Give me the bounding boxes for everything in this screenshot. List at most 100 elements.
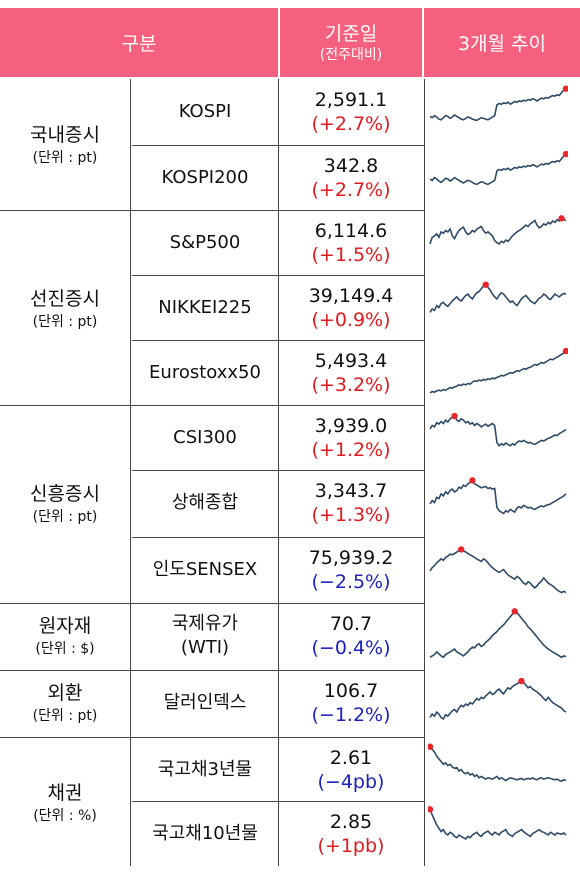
trend-line <box>429 479 567 515</box>
trend-line <box>429 809 567 841</box>
trend-sparkline <box>428 743 567 782</box>
trend-sparkline <box>429 347 568 394</box>
group-unit: (단위 : pt) <box>32 708 98 724</box>
group-label: 선진증시 (단위 : pt) <box>0 210 130 408</box>
value-cell: 5,493.4 (+3.2%) <box>280 340 422 406</box>
trend-sparkline <box>429 546 567 594</box>
weekly-change: (−1.2%) <box>311 704 391 726</box>
index-name: 상해종합 <box>171 492 239 513</box>
index-name: 국제유가 (WTI) <box>171 613 239 658</box>
group-divider <box>0 405 424 406</box>
index-value: 2,591.1 <box>314 89 388 111</box>
trend-line <box>429 746 567 782</box>
group-divider <box>0 670 424 671</box>
trend-line <box>429 88 567 122</box>
index-value: 75,939.2 <box>308 547 394 569</box>
value-cell: 39,149.4 (+0.9%) <box>280 275 422 341</box>
weekly-change: (+1.2%) <box>311 439 391 461</box>
value-cell: 75,939.2 (−2.5%) <box>280 537 422 603</box>
index-value: 3,939.0 <box>314 415 388 437</box>
weekly-change: (+2.7%) <box>311 179 391 201</box>
trend-sparkline <box>428 806 567 841</box>
trend-line <box>429 680 567 721</box>
index-name: 달러인덱스 <box>163 692 247 713</box>
header-base-date-label: 기준일 <box>324 22 378 45</box>
index-value: 2.61 <box>329 747 373 769</box>
index-name: KOSPI200 <box>161 167 249 188</box>
trend-peak-marker <box>428 743 434 750</box>
group-name: 외환 <box>47 682 83 704</box>
column-divider <box>130 79 131 866</box>
weekly-change: (−4pb) <box>317 771 385 793</box>
weekly-change: (+0.9%) <box>311 309 391 331</box>
index-value: 2.85 <box>329 811 373 833</box>
header-base-date: 기준일 (전주대비) <box>280 8 422 77</box>
group-name: 국내증시 <box>30 124 100 146</box>
group-unit: (단위 : pt) <box>32 509 98 525</box>
trend-line <box>429 217 567 246</box>
header-category: 구분 <box>0 8 278 77</box>
trend-line <box>429 153 567 186</box>
group-unit: (단위 : %) <box>33 808 97 824</box>
trend-sparkline <box>429 412 567 448</box>
trend-peak-marker <box>482 281 489 288</box>
trend-line <box>429 350 567 394</box>
trend-sparkline <box>429 215 567 246</box>
header-trend-label: 3개월 추이 <box>457 33 547 55</box>
trend-peak-marker <box>558 215 565 222</box>
trend-peak-marker <box>562 347 568 355</box>
group-name: 선진증시 <box>30 288 100 310</box>
group-label: 채권 (단위 : %) <box>0 737 130 869</box>
group-label: 원자재 (단위 : $) <box>0 603 130 669</box>
value-cell: 3,343.7 (+1.3%) <box>280 470 422 536</box>
group-label: 신흥증시 (단위 : pt) <box>0 405 130 603</box>
trend-sparkline <box>429 477 567 515</box>
trend-line <box>429 548 567 594</box>
column-divider <box>278 79 279 866</box>
value-cell: 6,114.6 (+1.5%) <box>280 210 422 276</box>
trend-peak-marker <box>518 677 525 685</box>
index-name: Eurostoxx50 <box>149 362 261 383</box>
weekly-change: (−2.5%) <box>311 571 391 593</box>
group-label: 국내증시 (단위 : pt) <box>0 79 130 211</box>
index-value: 106.7 <box>323 680 379 702</box>
trend-peak-marker <box>451 412 458 420</box>
group-unit: (단위 : pt) <box>32 150 98 166</box>
trend-sparkline <box>429 677 567 721</box>
value-cell: 2,591.1 (+2.7%) <box>280 79 422 145</box>
index-name: CSI300 <box>173 427 237 448</box>
group-name: 채권 <box>47 782 83 804</box>
weekly-change: (−0.4%) <box>311 637 391 659</box>
trend-line <box>429 414 567 448</box>
value-cell: 2.85 (+1pb) <box>280 801 422 867</box>
trend-sparkline <box>429 150 568 186</box>
weekly-change: (+1.3%) <box>311 504 391 526</box>
index-name: 인도SENSEX <box>152 559 258 580</box>
trend-sparkline <box>429 608 567 659</box>
trend-line <box>429 610 567 659</box>
index-value: 6,114.6 <box>314 220 388 242</box>
trend-peak-marker <box>428 806 434 813</box>
header-category-label: 구분 <box>121 33 157 55</box>
group-unit: (단위 : pt) <box>32 314 98 330</box>
column-divider <box>424 79 425 866</box>
trend-peak-marker <box>511 608 518 615</box>
trend-peak-marker <box>562 150 568 158</box>
trend-sparkline <box>429 85 568 122</box>
group-unit: (단위 : $) <box>35 641 95 657</box>
index-name: KOSPI <box>178 101 232 122</box>
value-cell: 2.61 (−4pb) <box>280 737 422 803</box>
group-divider <box>0 737 424 738</box>
group-label: 외환 (단위 : pt) <box>0 670 130 736</box>
header-base-date-sub: (전주대비) <box>319 46 383 63</box>
index-value: 3,343.7 <box>314 480 388 502</box>
index-value: 5,493.4 <box>314 350 388 372</box>
weekly-change: (+1.5%) <box>311 244 391 266</box>
index-name: NIKKEI225 <box>158 297 252 318</box>
index-name: 국고채10년물 <box>152 823 258 844</box>
index-value: 39,149.4 <box>308 285 394 307</box>
index-name: S&P500 <box>169 232 241 253</box>
index-value: 342.8 <box>323 155 379 177</box>
value-cell: 3,939.0 (+1.2%) <box>280 405 422 471</box>
